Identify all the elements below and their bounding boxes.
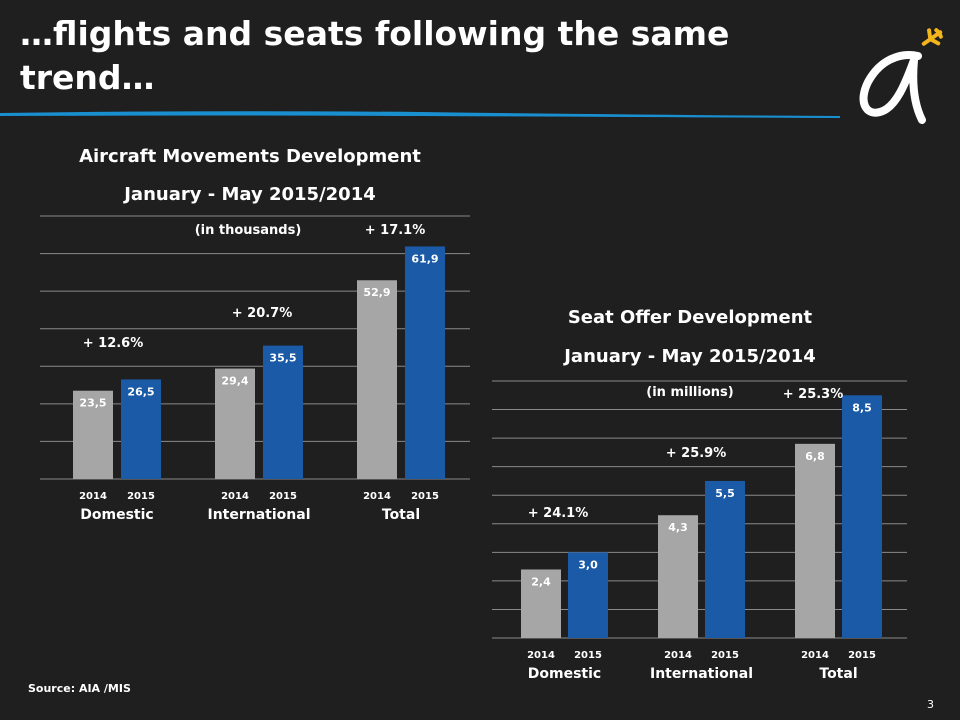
chart2-data-label: 6,8 bbox=[805, 450, 825, 463]
chart1-bar-total-2015 bbox=[405, 246, 445, 479]
chart1-data-label: 35,5 bbox=[269, 352, 296, 365]
chart1-title: Aircraft Movements Development bbox=[79, 146, 421, 167]
chart1-year-tick: 2015 bbox=[269, 491, 297, 502]
chart1-year-tick: 2014 bbox=[221, 491, 249, 502]
chart2-bar-international-2015 bbox=[705, 480, 745, 638]
chart2-category-label: International bbox=[650, 666, 753, 682]
chart2-unit-note: (in millions) bbox=[646, 385, 733, 400]
chart1-data-label: 52,9 bbox=[363, 286, 390, 299]
chart2-growth-label: + 25.9% bbox=[666, 446, 727, 461]
title-underline bbox=[0, 111, 840, 118]
chart2-year-tick: 2015 bbox=[711, 650, 739, 661]
chart2-subtitle: January - May 2015/2014 bbox=[564, 346, 816, 367]
chart1-unit-note: (in thousands) bbox=[195, 223, 302, 238]
chart1-bar-international-2014 bbox=[215, 368, 255, 479]
chart1-category-label: International bbox=[207, 507, 310, 523]
chart2-year-tick: 2015 bbox=[574, 650, 602, 661]
chart1-growth-label: + 20.7% bbox=[232, 306, 293, 321]
chart1-data-label: 61,9 bbox=[411, 252, 438, 265]
chart1-bar-international-2015 bbox=[263, 345, 303, 479]
alpha-logo-icon bbox=[859, 28, 943, 124]
chart2-bar-total-2015 bbox=[842, 395, 882, 638]
chart1-bar-total-2014 bbox=[357, 280, 397, 479]
chart2-year-tick: 2014 bbox=[801, 650, 829, 661]
chart1-category-label: Domestic bbox=[80, 507, 153, 523]
slide-title: …flights and seats following the same tr… bbox=[20, 14, 730, 97]
chart2-category-label: Total bbox=[819, 666, 857, 682]
chart2-year-tick: 2014 bbox=[664, 650, 692, 661]
chart1-data-label: 23,5 bbox=[79, 397, 106, 410]
chart2-bar-international-2014 bbox=[658, 515, 698, 638]
chart2-growth-label: + 25.3% bbox=[783, 387, 844, 402]
chart1-year-tick: 2015 bbox=[411, 491, 439, 502]
chart1-subtitle: January - May 2015/2014 bbox=[124, 184, 376, 205]
chart2-title: Seat Offer Development bbox=[567, 307, 813, 328]
chart2-bar-total-2014 bbox=[795, 443, 835, 638]
chart1-year-tick: 2014 bbox=[363, 491, 391, 502]
chart1-bar-domestic-2014 bbox=[73, 390, 113, 479]
page-number: 3 bbox=[927, 698, 934, 711]
chart1-year-tick: 2014 bbox=[79, 491, 107, 502]
chart1-category-label: Total bbox=[382, 507, 420, 523]
chart2-data-label: 4,3 bbox=[668, 521, 688, 534]
chart1-data-label: 29,4 bbox=[221, 375, 248, 388]
chart1-bar-domestic-2015 bbox=[121, 379, 161, 479]
chart1-growth-label: + 17.1% bbox=[365, 223, 426, 238]
chart2-data-label: 3,0 bbox=[578, 558, 598, 571]
chart1-year-tick: 2015 bbox=[127, 491, 155, 502]
chart1-data-label: 26,5 bbox=[127, 385, 154, 398]
chart2-data-label: 2,4 bbox=[531, 575, 551, 588]
source-note: Source: AIA /MIS bbox=[28, 682, 131, 695]
chart2-bar-domestic-2015 bbox=[568, 552, 608, 638]
chart1-growth-label: + 12.6% bbox=[83, 336, 144, 351]
chart2-growth-label: + 24.1% bbox=[528, 506, 589, 521]
chart2-data-label: 5,5 bbox=[715, 487, 735, 500]
chart2-year-tick: 2015 bbox=[848, 650, 876, 661]
chart2-bar-domestic-2014 bbox=[521, 569, 561, 638]
chart2-year-tick: 2014 bbox=[527, 650, 555, 661]
chart2-category-label: Domestic bbox=[528, 666, 601, 682]
chart2-data-label: 8,5 bbox=[852, 401, 872, 414]
